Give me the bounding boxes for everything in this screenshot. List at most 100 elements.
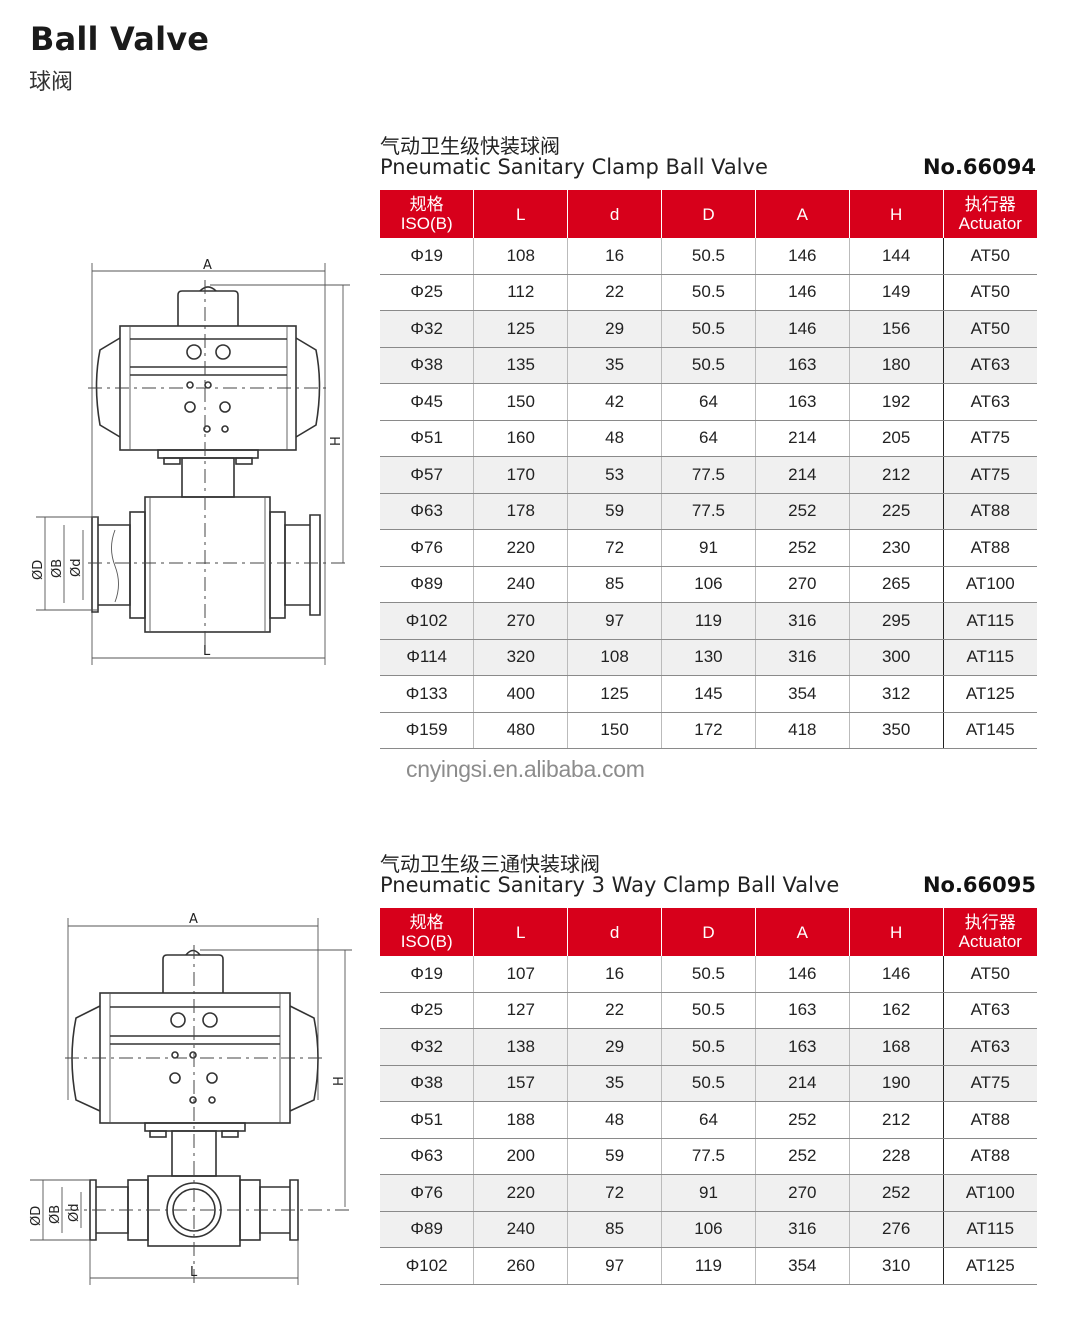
table-cell: 145: [661, 675, 756, 713]
table-cell: 188: [473, 1101, 568, 1139]
table-cell: Φ25: [380, 274, 474, 311]
table-cell: AT115: [942, 602, 1037, 640]
table-cell: 127: [473, 992, 568, 1029]
table-cell: AT100: [942, 566, 1037, 603]
dim-label-od-2: ØD: [29, 1206, 44, 1226]
table-cell: Φ102: [380, 602, 474, 640]
table-row: Φ51 160 48 64 214 205 AT75: [380, 420, 1037, 457]
table-cell: 72: [567, 529, 662, 567]
header-d: d: [567, 190, 662, 238]
table-cell: 91: [661, 529, 756, 567]
table-cell: 16: [567, 238, 662, 275]
table-row: Φ89 240 85 106 270 265 AT100: [380, 566, 1037, 603]
table-cell: 228: [848, 1138, 944, 1175]
table-cell: 163: [754, 992, 850, 1029]
table-cell: 125: [567, 675, 662, 713]
table-cell: 157: [473, 1065, 568, 1102]
table-cell: Φ63: [380, 493, 474, 530]
table-cell: 146: [754, 310, 850, 348]
table-cell: 77.5: [661, 493, 756, 530]
table-cell: 312: [848, 675, 944, 713]
header-a: A: [754, 190, 850, 238]
table-cell: 192: [848, 383, 944, 421]
page-subtitle: 球阀: [29, 70, 74, 95]
header-actuator-en: Actuator: [958, 932, 1022, 951]
table-cell: 190: [848, 1065, 944, 1102]
table-cell: 108: [473, 238, 568, 275]
dim-label-l-2: L: [190, 1265, 198, 1280]
table-cell: 108: [567, 639, 662, 676]
table-cell: AT125: [942, 675, 1037, 713]
table-cell: 112: [473, 274, 568, 311]
table-cell: AT125: [942, 1247, 1037, 1285]
table-row: Φ76 220 72 91 252 230 AT88: [380, 529, 1037, 567]
table-cell: AT115: [942, 1211, 1037, 1248]
table-cell: AT63: [942, 383, 1037, 421]
table-cell: AT63: [942, 992, 1037, 1029]
table-cell: 252: [754, 529, 850, 567]
table-cell: 354: [754, 1247, 850, 1285]
table-cell: 42: [567, 383, 662, 421]
table-cell: 160: [473, 420, 568, 457]
table-cell: AT63: [942, 1028, 1037, 1066]
header-l: L: [473, 190, 568, 238]
header-actuator: 执行器 Actuator: [942, 190, 1037, 238]
table-cell: 240: [473, 1211, 568, 1248]
header-a: A: [754, 908, 850, 956]
table-row: Φ38 157 35 50.5 214 190 AT75: [380, 1065, 1037, 1102]
table-cell: AT88: [942, 493, 1037, 530]
table-cell: AT145: [942, 712, 1037, 749]
table-row: Φ89 240 85 106 316 276 AT115: [380, 1211, 1037, 1248]
table-cell: 97: [567, 1247, 662, 1285]
table-row: Φ32 125 29 50.5 146 156 AT50: [380, 310, 1037, 348]
table-cell: 107: [473, 956, 568, 993]
table-cell: 240: [473, 566, 568, 603]
table-cell: 97: [567, 602, 662, 640]
table-cell: 48: [567, 1101, 662, 1139]
table-cell: 59: [567, 1138, 662, 1175]
table-row: Φ133 400 125 145 354 312 AT125: [380, 675, 1037, 713]
table-cell: 91: [661, 1174, 756, 1212]
table-row: Φ57 170 53 77.5 214 212 AT75: [380, 456, 1037, 494]
dim-label-h: H: [329, 436, 344, 446]
table-row: Φ38 135 35 50.5 163 180 AT63: [380, 347, 1037, 384]
table-cell: 400: [473, 675, 568, 713]
table-cell: 214: [754, 1065, 850, 1102]
table-cell: 138: [473, 1028, 568, 1066]
table-cell: AT88: [942, 529, 1037, 567]
table-row: Φ63 200 59 77.5 252 228 AT88: [380, 1138, 1037, 1175]
header-actuator-cn: 执行器: [964, 913, 1016, 932]
table-cell: 172: [661, 712, 756, 749]
table-row: Φ102 260 97 119 354 310 AT125: [380, 1247, 1037, 1285]
table-cell: 163: [754, 383, 850, 421]
table-cell: AT88: [942, 1138, 1037, 1175]
table-cell: 85: [567, 566, 662, 603]
table-cell: 77.5: [661, 1138, 756, 1175]
table-row: Φ25 112 22 50.5 146 149 AT50: [380, 274, 1037, 311]
table-cell: 295: [848, 602, 944, 640]
dim-label-ob: ØB: [50, 559, 65, 578]
table-cell: 64: [661, 383, 756, 421]
table-cell: 35: [567, 1065, 662, 1102]
watermark: cnyingsi.en.alibaba.com: [406, 756, 645, 782]
section-1-model-no: No.66094: [922, 155, 1036, 179]
table-cell: 29: [567, 1028, 662, 1066]
table-cell: AT88: [942, 1101, 1037, 1139]
table-cell: AT50: [942, 274, 1037, 311]
header-actuator-en: Actuator: [958, 214, 1022, 233]
table-cell: 225: [848, 493, 944, 530]
table-cell: 146: [754, 238, 850, 275]
table-cell: 252: [754, 493, 850, 530]
table-cell: 50.5: [661, 992, 756, 1029]
table-row: Φ45 150 42 64 163 192 AT63: [380, 383, 1037, 421]
table-cell: AT100: [942, 1174, 1037, 1212]
dim-label-id: Ød: [69, 559, 84, 577]
table-cell: Φ51: [380, 420, 474, 457]
table-cell: Φ63: [380, 1138, 474, 1175]
table-cell: 50.5: [661, 347, 756, 384]
